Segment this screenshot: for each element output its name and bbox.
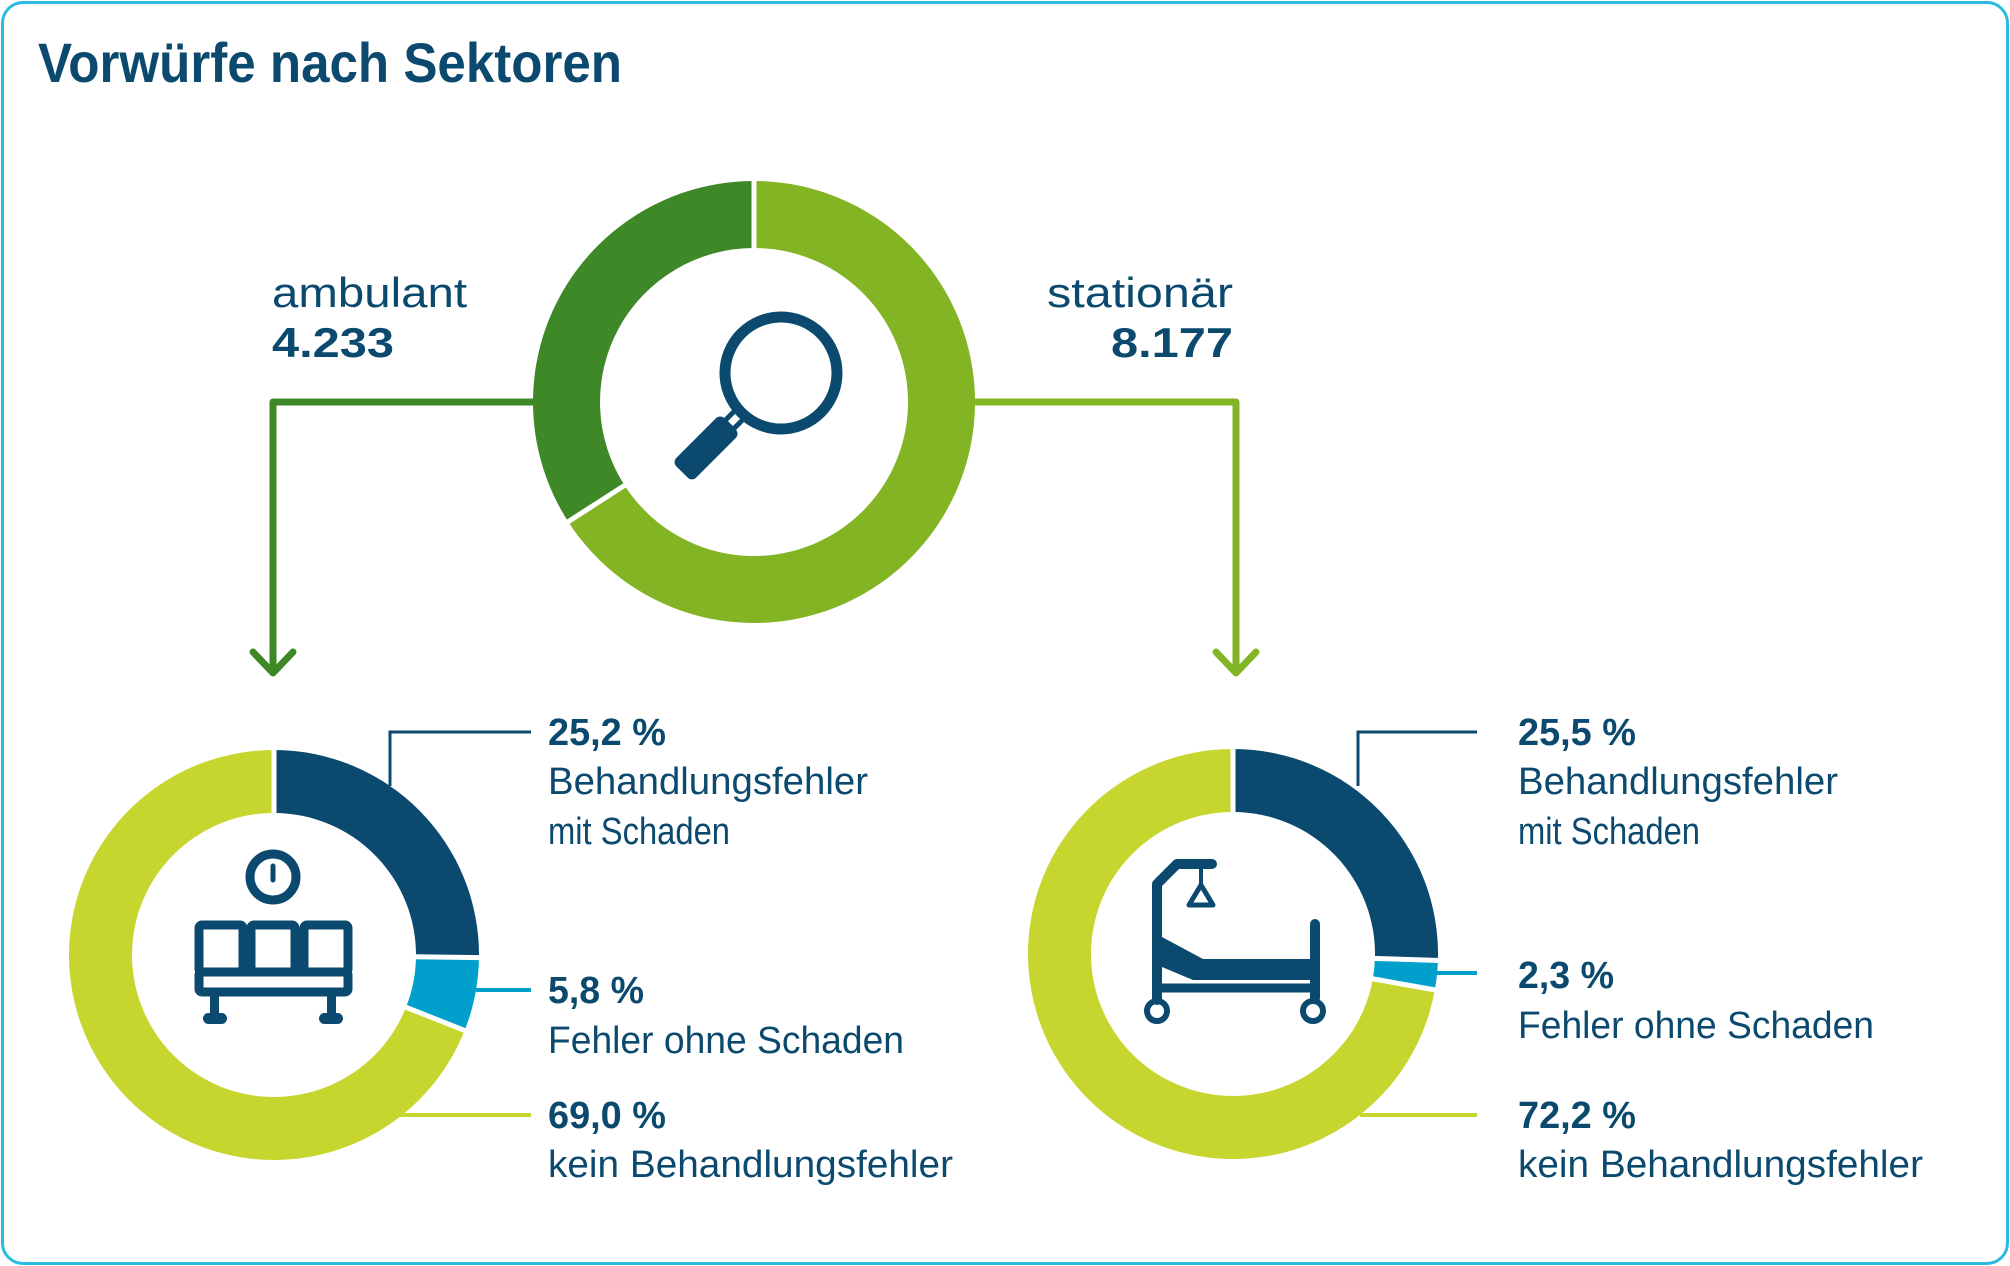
legend-value: 72,2 %: [1518, 1095, 1636, 1137]
legend-label: Fehler ohne Schaden: [1518, 1005, 1874, 1047]
segment-separator: [413, 954, 482, 961]
legend-label: Behandlungsfehler: [548, 761, 868, 803]
hospital-bed-icon: [1144, 859, 1326, 1024]
connector-line-ambulant: [269, 398, 535, 672]
waiting-room-bench-icon: [194, 849, 353, 1024]
legend-value: 25,5 %: [1518, 712, 1636, 754]
connector-stationaer: [973, 398, 1260, 677]
legend-label: Behandlungsfehler: [1518, 761, 1838, 803]
segment-separator: [1370, 976, 1438, 993]
legend-label: mit Schaden: [548, 811, 730, 853]
leader-lines-ambulant: [388, 730, 531, 1117]
donut-segment-kein-fehler: [69, 750, 465, 1160]
legend-stationaer: 25,5 % Behandlungsfehler mit Schaden 2,3…: [1518, 712, 1923, 1186]
legend-value: 69,0 %: [548, 1095, 666, 1137]
sector-count-stationaer: 8.177: [1111, 319, 1233, 366]
leader-line-mit-schaden: [388, 730, 531, 786]
legend-value: 25,2 %: [548, 712, 666, 754]
legend-ambulant: 25,2 % Behandlungsfehler mit Schaden 5,8…: [548, 712, 953, 1186]
arrow-down-icon: [1212, 648, 1260, 677]
magnifier-icon: [674, 311, 843, 480]
legend-label: kein Behandlungsfehler: [1518, 1144, 1923, 1186]
donut-chart-stationaer: [1027, 747, 1440, 1159]
segment-separator: [403, 1004, 468, 1034]
segment-separator: [565, 482, 628, 525]
donut-chart-total: [533, 179, 975, 623]
legend-label: Fehler ohne Schaden: [548, 1020, 904, 1062]
donut-segment-mit-schaden: [1233, 749, 1439, 961]
connector-line-stationaer: [973, 398, 1240, 672]
sector-count-ambulant: 4.233: [272, 319, 394, 366]
legend-label: kein Behandlungsfehler: [548, 1144, 953, 1186]
legend-value: 2,3 %: [1518, 955, 1614, 997]
donut-segment-kein-fehler: [1027, 749, 1435, 1159]
donut-segment-mit-schaden: [274, 750, 479, 958]
arrow-down-icon: [249, 648, 297, 677]
donut-segment-stationaer: [568, 181, 975, 623]
segment-separator: [1372, 955, 1440, 964]
sector-label-ambulant: ambulant: [272, 269, 467, 316]
legend-value: 5,8 %: [548, 970, 644, 1012]
leader-lines-stationaer: [1356, 730, 1477, 1117]
donut-segment-ohne-schaden: [1372, 958, 1438, 990]
leader-line-mit-schaden: [1356, 730, 1477, 786]
connector-ambulant: [249, 398, 535, 677]
legend-label: mit Schaden: [1518, 811, 1700, 853]
donut-segment-ambulant: [533, 181, 754, 522]
donut-chart-ambulant: [69, 748, 482, 1160]
sector-label-stationaer: stationär: [1047, 269, 1233, 316]
page-title: Vorwürfe nach Sektoren: [38, 31, 622, 94]
